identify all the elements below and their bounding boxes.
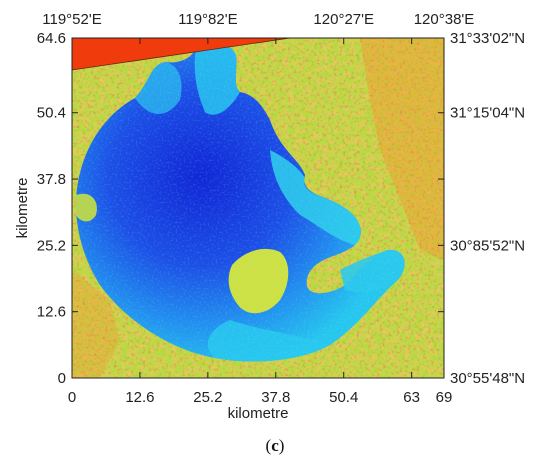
latitude-label: 31°15'04"N — [450, 105, 525, 122]
x-tick-label: 25.2 — [193, 389, 222, 406]
x-tick-label: 12.6 — [125, 389, 154, 406]
x-tick-label: 69 — [436, 389, 453, 406]
x-axis-ticks: 0 12.6 25.2 37.8 50.4 63 69 — [68, 38, 453, 406]
x-tick-label: 63 — [403, 389, 420, 406]
y-tick-label: 37.8 — [37, 171, 66, 188]
latitude-label: 30°85'52"N — [450, 237, 525, 254]
caption-letter: c — [271, 436, 279, 455]
latitude-label: 30°55'48"N — [450, 370, 525, 387]
y-tick-label: 12.6 — [37, 304, 66, 321]
caption-open: ( — [265, 436, 272, 455]
y-tick-label: 25.2 — [37, 237, 66, 254]
water-speckle — [72, 38, 444, 378]
plot-frame — [71, 37, 445, 379]
x-axis-title: kilometre — [228, 405, 289, 422]
longitude-label: 120°38'E — [414, 11, 475, 28]
longitude-label: 119°52'E — [42, 11, 101, 28]
longitude-label: 120°27'E — [313, 11, 374, 28]
top-longitude-ticks: 119°52'E 119°82'E 120°27'E 120°38'E — [42, 11, 474, 28]
y-axis-title: kilometre — [14, 178, 31, 239]
nodata-corner-edge — [72, 38, 291, 71]
figure-caption: (c) — [0, 436, 550, 456]
x-tick-label: 50.4 — [329, 389, 358, 406]
y-axis-ticks: 0 12.6 25.2 37.8 50.4 64.6 — [37, 30, 444, 387]
y-tick-label: 0 — [58, 370, 66, 387]
right-latitude-ticks: 31°33'02"N 31°15'04"N 30°85'52"N 30°55'48"N — [450, 30, 525, 387]
map-raster — [72, 38, 444, 378]
y-tick-label: 50.4 — [37, 105, 66, 122]
x-tick-label: 37.8 — [261, 389, 290, 406]
latitude-label: 31°33'02"N — [450, 30, 525, 47]
x-tick-label: 0 — [68, 389, 76, 406]
caption-close: ) — [278, 436, 285, 455]
longitude-label: 119°82'E — [178, 11, 237, 28]
y-tick-label: 64.6 — [37, 30, 66, 47]
